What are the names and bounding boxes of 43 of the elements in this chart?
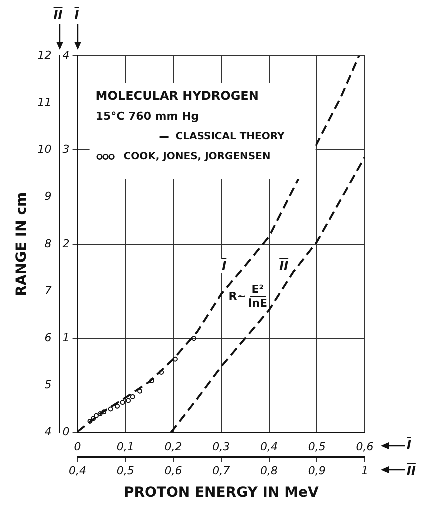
x2-tick-label: 0,6 xyxy=(356,440,374,454)
x2-tick-label: 0,2 xyxy=(164,440,182,454)
x2-tick-label: 0,5 xyxy=(308,440,326,454)
y2-tick-label: 4 xyxy=(44,426,52,439)
x-tick-label: 0,9 xyxy=(308,464,326,478)
x-tick-label: 0,6 xyxy=(164,464,182,478)
text: I xyxy=(407,438,412,452)
y-tick-label: 0 xyxy=(62,426,70,439)
text: MOLECULAR HYDROGEN xyxy=(96,89,259,104)
text: I xyxy=(74,8,80,22)
y2-tick-label: 8 xyxy=(44,237,52,250)
annotation: R~ xyxy=(228,290,246,304)
x2-tick-label: 0,3 xyxy=(212,440,230,454)
annotation: I xyxy=(220,259,229,274)
text: 15°C 760 mm Hg xyxy=(96,110,200,123)
y-tick-label: 3 xyxy=(62,143,70,156)
y2-tick-label: 12 xyxy=(38,48,52,62)
legend-label: CLASSICAL THEORY xyxy=(176,132,286,143)
x2-tick-label: 0,4 xyxy=(260,440,278,454)
y2-tick-label: 9 xyxy=(44,190,52,204)
text: II xyxy=(54,8,63,22)
x-tick-label: 0,5 xyxy=(116,464,134,478)
y2-tick-label: 10 xyxy=(38,143,52,156)
x2-tick-label: 0,1 xyxy=(116,440,134,454)
x-tick-label: 0,4 xyxy=(69,464,87,478)
y2-tick-label: 6 xyxy=(44,331,52,344)
y2-axis-title: RANGE IN cm xyxy=(14,192,30,296)
x2-tick-label: 0 xyxy=(74,440,82,454)
x-tick-label: 1 xyxy=(362,464,368,478)
annotation: II xyxy=(278,259,291,274)
x-axis-title: PROTON ENERGY IN MeV xyxy=(124,485,319,502)
annotation: E² xyxy=(250,283,266,298)
y-tick-label: 2 xyxy=(62,237,70,250)
text: II xyxy=(407,464,416,478)
y2-tick-label: 11 xyxy=(38,96,52,109)
y2-tick-label: 7 xyxy=(44,284,52,298)
y-tick-label: 4 xyxy=(62,48,70,62)
x-tick-label: 0,8 xyxy=(260,464,278,478)
x-tick-label: 0,7 xyxy=(212,464,230,478)
legend-label: COOK, JONES, JORGENSEN xyxy=(124,152,271,163)
y-tick-label: 1 xyxy=(62,331,70,344)
annotation: lnE xyxy=(248,297,268,310)
y2-tick-label: 5 xyxy=(44,378,52,392)
